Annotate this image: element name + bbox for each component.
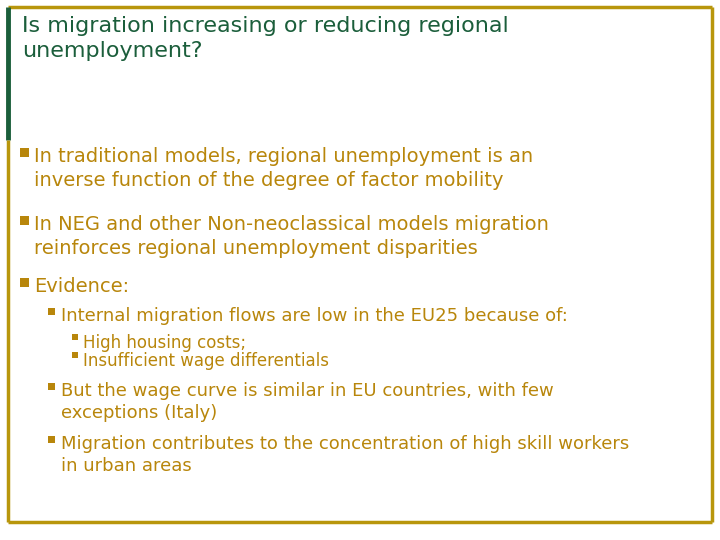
Bar [72, 352, 78, 358]
Text: High housing costs;: High housing costs; [83, 334, 246, 352]
Text: But the wage curve is similar in EU countries, with few
exceptions (Italy): But the wage curve is similar in EU coun… [61, 382, 554, 422]
Text: Is migration increasing or reducing regional
unemployment?: Is migration increasing or reducing regi… [22, 16, 509, 61]
Bar [20, 215, 29, 225]
Bar [48, 307, 55, 314]
Text: In NEG and other Non-neoclassical models migration
reinforces regional unemploym: In NEG and other Non-neoclassical models… [34, 215, 549, 258]
Bar [48, 435, 55, 442]
Text: Insufficient wage differentials: Insufficient wage differentials [83, 352, 329, 370]
Bar [72, 334, 78, 340]
Bar [20, 147, 29, 157]
Bar [20, 278, 29, 287]
Text: Migration contributes to the concentration of high skill workers
in urban areas: Migration contributes to the concentrati… [61, 435, 629, 475]
Text: In traditional models, regional unemployment is an
inverse function of the degre: In traditional models, regional unemploy… [34, 147, 533, 190]
Bar [48, 382, 55, 389]
Text: Evidence:: Evidence: [34, 277, 129, 296]
Text: Internal migration flows are low in the EU25 because of:: Internal migration flows are low in the … [61, 307, 568, 325]
